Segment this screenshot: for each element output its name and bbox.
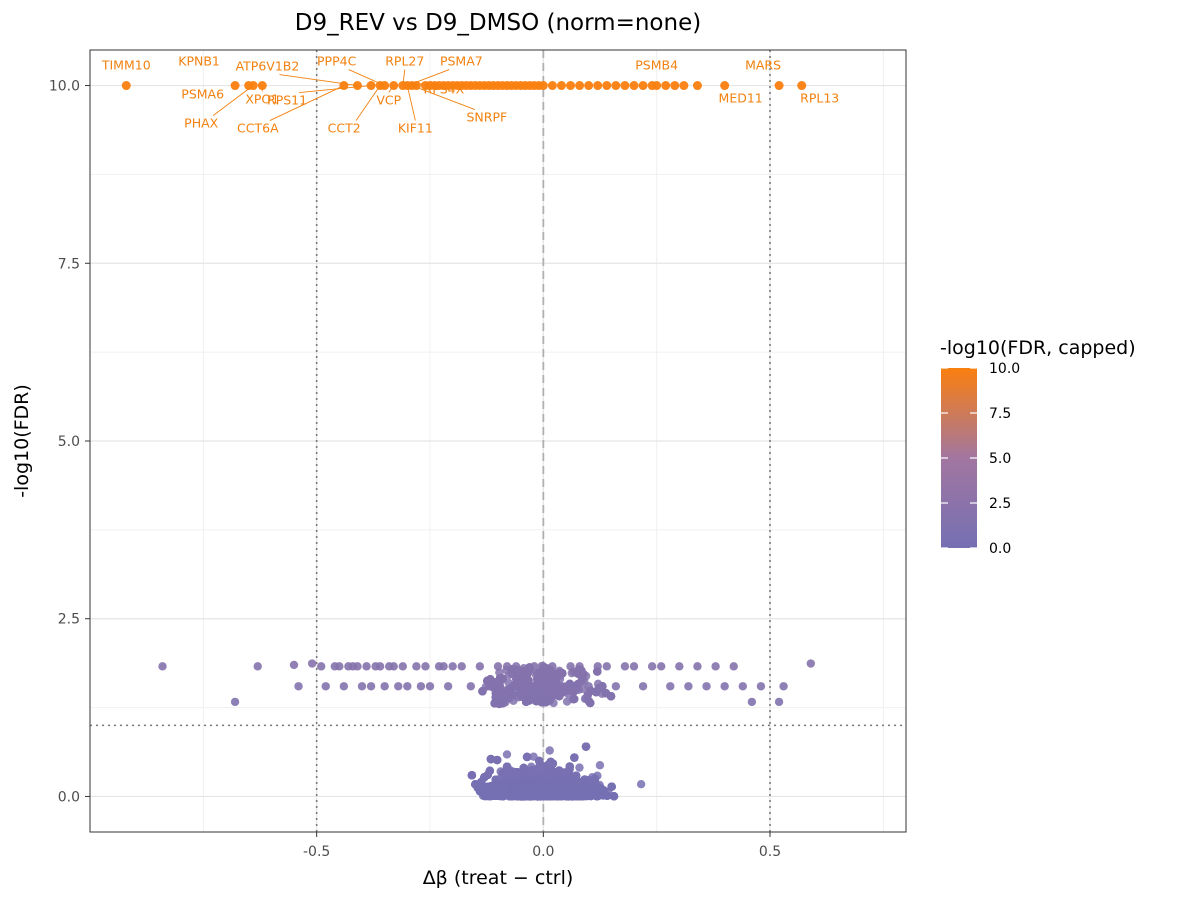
scatter-point <box>636 779 646 789</box>
scatter-point <box>593 791 603 801</box>
scatter-point <box>577 676 587 685</box>
scatter-point <box>508 791 517 801</box>
scatter-point <box>545 746 554 755</box>
scatter-point <box>471 780 480 789</box>
scatter-point <box>562 697 572 706</box>
scatter-point <box>516 674 526 683</box>
scatter-point <box>585 698 595 708</box>
scatter-point <box>507 683 516 693</box>
scatter-point <box>501 769 510 779</box>
scatter-point <box>467 771 477 780</box>
scatter-point <box>523 669 532 678</box>
scatter-point <box>596 784 606 793</box>
scatter-point <box>603 791 612 800</box>
scatter-point <box>512 768 522 777</box>
scatter-point <box>575 763 584 772</box>
scatter-point <box>563 768 573 777</box>
scatter-point <box>598 682 607 691</box>
scatter-point <box>502 762 512 771</box>
scatter-point <box>609 792 619 801</box>
scatter-point <box>586 791 596 801</box>
scatter-point <box>607 782 616 791</box>
scatter-point <box>595 761 605 770</box>
scatter-point <box>498 698 508 708</box>
scatter-point <box>491 775 500 784</box>
scatter-point <box>536 785 545 794</box>
scatter-point <box>515 688 524 697</box>
scatter-point <box>569 694 579 704</box>
scatter-point <box>486 754 496 764</box>
scatter-points <box>121 81 815 801</box>
scatter-point <box>527 684 537 693</box>
scatter-point <box>570 753 579 762</box>
scatter-point <box>483 770 492 780</box>
scatter-point <box>522 752 532 762</box>
scatter-point <box>531 690 541 700</box>
scatter-point <box>527 765 536 775</box>
scatter-point <box>581 742 591 751</box>
scatter-point <box>584 776 593 785</box>
scatter-point <box>478 687 487 696</box>
scatter-point <box>502 750 512 759</box>
scatter-point <box>551 669 560 678</box>
scatter-point <box>565 679 575 689</box>
chart-title: D9_REV vs D9_DMSO (norm=none) <box>295 10 701 36</box>
scatter-point <box>525 696 534 705</box>
scatter-point <box>571 771 581 780</box>
scatter-point <box>490 699 499 708</box>
scatter-point <box>492 755 502 765</box>
scatter-point <box>520 767 530 776</box>
scatter-point <box>548 759 558 768</box>
scatter-point <box>601 688 611 698</box>
